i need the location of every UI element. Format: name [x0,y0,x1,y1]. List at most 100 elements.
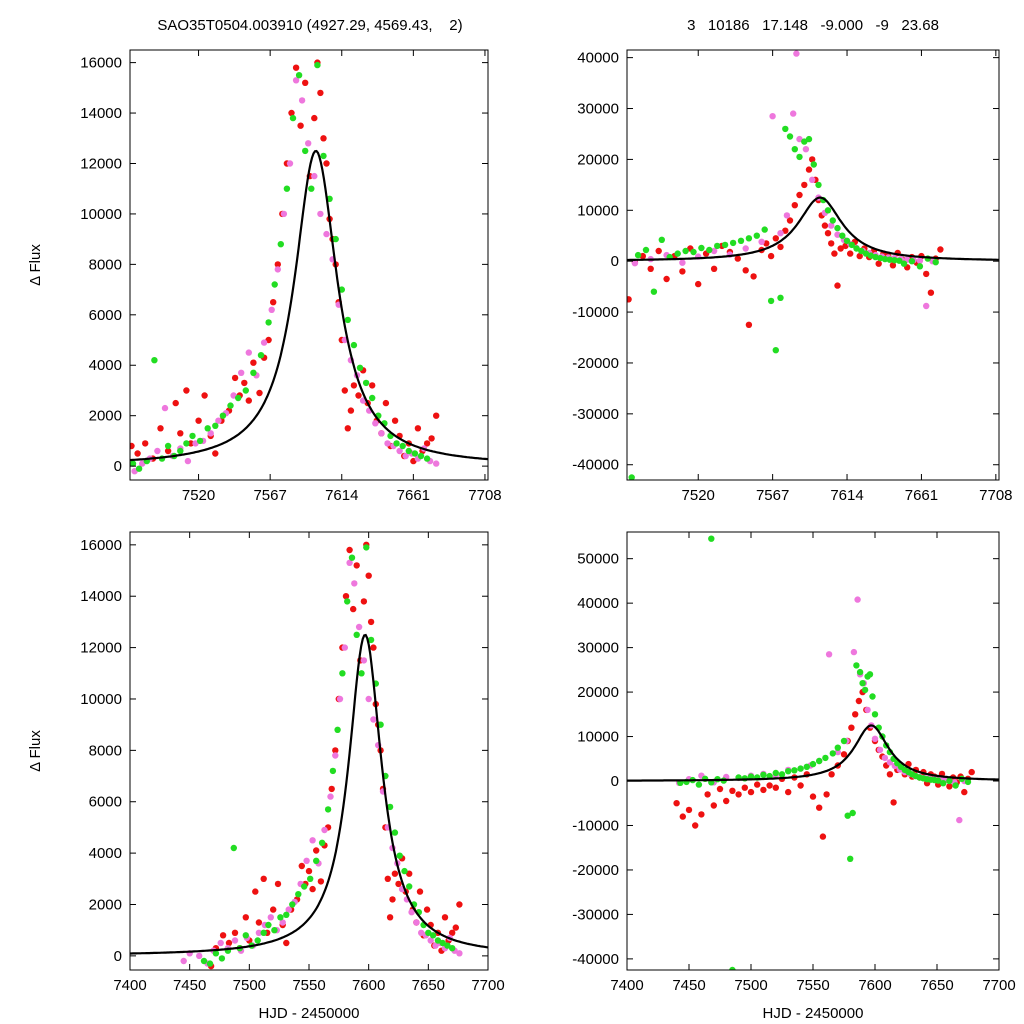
data-point-series-1 [347,407,355,414]
data-point-series-2 [351,580,358,587]
data-point-series-3 [254,937,261,944]
data-point-series-1 [797,782,804,789]
data-point-series-3 [964,778,972,786]
data-point-series-3 [271,927,278,934]
model-curve [130,149,488,462]
data-point-series-3 [761,226,768,233]
data-point-series-1 [716,785,724,793]
data-point-series-3 [809,760,817,768]
data-point-series-3 [130,460,137,467]
data-point-series-1 [824,230,832,237]
data-point-series-3 [690,248,697,256]
data-point-series-1 [225,939,233,947]
panel-top-right: 7520 7567 7614 7661 7708 -40000 -30000 -20000 -1… [572,49,1013,504]
data-point-series-2 [217,939,224,947]
y-tick-label: 0 [114,458,122,475]
x-tick-label: 7400 [113,977,146,994]
data-point-series-1 [391,417,399,424]
data-point-series-3 [853,662,860,669]
data-point-series-3 [650,288,658,295]
data-point-series-3 [729,239,737,247]
data-point-series-3 [896,257,903,264]
data-point-series-3 [135,465,143,472]
data-point-series-2 [292,77,300,84]
scatter-points [627,50,944,480]
data-point-series-2 [231,937,239,944]
data-point-series-3 [405,447,412,455]
data-point-series-1 [317,89,324,97]
data-point-series-1 [673,800,680,807]
data-point-series-1 [723,797,730,805]
data-point-series-2 [432,942,439,949]
data-point-series-1 [772,235,779,242]
data-point-series-1 [847,250,854,257]
data-point-series-3 [218,955,226,962]
data-point-series-1 [848,724,855,731]
y-tick-label: 40000 [577,595,619,612]
data-point-series-3 [772,769,779,777]
data-point-series-3 [810,161,817,168]
data-point-series-3 [396,852,403,859]
x-tick-label: 7600 [858,977,891,994]
data-point-series-1 [754,781,761,788]
data-point-series-1 [201,392,208,399]
data-point-series-2 [317,210,324,218]
data-point-series-1 [395,880,402,888]
data-point-series-1 [350,382,358,389]
data-point-series-2 [742,245,749,252]
data-point-series-1 [406,870,413,877]
plot-frame [129,49,489,481]
data-point-series-3 [348,554,356,561]
data-point-series-2 [854,596,861,603]
data-point-series-2 [279,919,286,926]
data-point-series-3 [760,771,767,778]
data-point-series-1 [685,806,693,814]
y-tick-label: 14000 [80,105,122,122]
data-point-series-3 [706,246,713,254]
data-point-series-3 [363,544,370,551]
data-point-series-2 [184,457,192,465]
data-point-series-2 [783,212,791,219]
data-point-series-1 [828,771,835,778]
data-point-series-3 [356,364,364,371]
data-point-series-1 [298,862,305,870]
data-point-series-2 [346,559,353,566]
data-point-series-1 [423,440,431,447]
data-point-series-1 [704,791,711,798]
data-point-series-3 [935,777,942,784]
data-point-series-3 [916,263,924,270]
data-point-series-1 [745,321,753,328]
data-point-series-1 [212,450,219,457]
data-point-series-1 [627,296,632,303]
data-point-series-3 [334,726,341,733]
data-point-series-1 [890,799,897,806]
data-point-series-1 [297,122,304,129]
data-point-series-1 [937,246,944,253]
data-point-series-1 [823,791,830,798]
data-point-series-3 [449,945,456,952]
data-point-series-1 [679,813,686,820]
data-point-series-3 [946,777,953,785]
data-point-series-3 [301,883,308,890]
data-point-series-3 [737,237,745,244]
data-point-series-1 [452,924,459,931]
x-axis-label: HJD - 2450000 [763,1005,864,1022]
data-point-series-1 [350,605,357,613]
panel-top-left: 7520 7567 7614 7661 7708 0 2000 4000 6000 8000 100… [27,49,502,504]
y-tick-label: -40000 [572,951,619,968]
data-point-series-2 [418,929,425,936]
data-point-series-3 [295,891,302,898]
y-tick-label: 16000 [80,537,122,554]
data-point-series-2 [828,222,835,229]
data-point-series-2 [286,160,294,167]
data-point-series-2 [180,957,187,965]
data-point-series-1 [320,135,327,142]
data-point-series-3 [289,114,297,122]
data-point-series-2 [881,754,889,762]
data-point-series-2 [710,247,718,255]
data-point-series-3 [353,631,360,638]
data-point-series-3 [439,939,446,947]
data-point-series-2 [372,420,379,427]
data-point-series-1 [274,880,282,888]
x-tick-label: 7700 [982,977,1015,994]
